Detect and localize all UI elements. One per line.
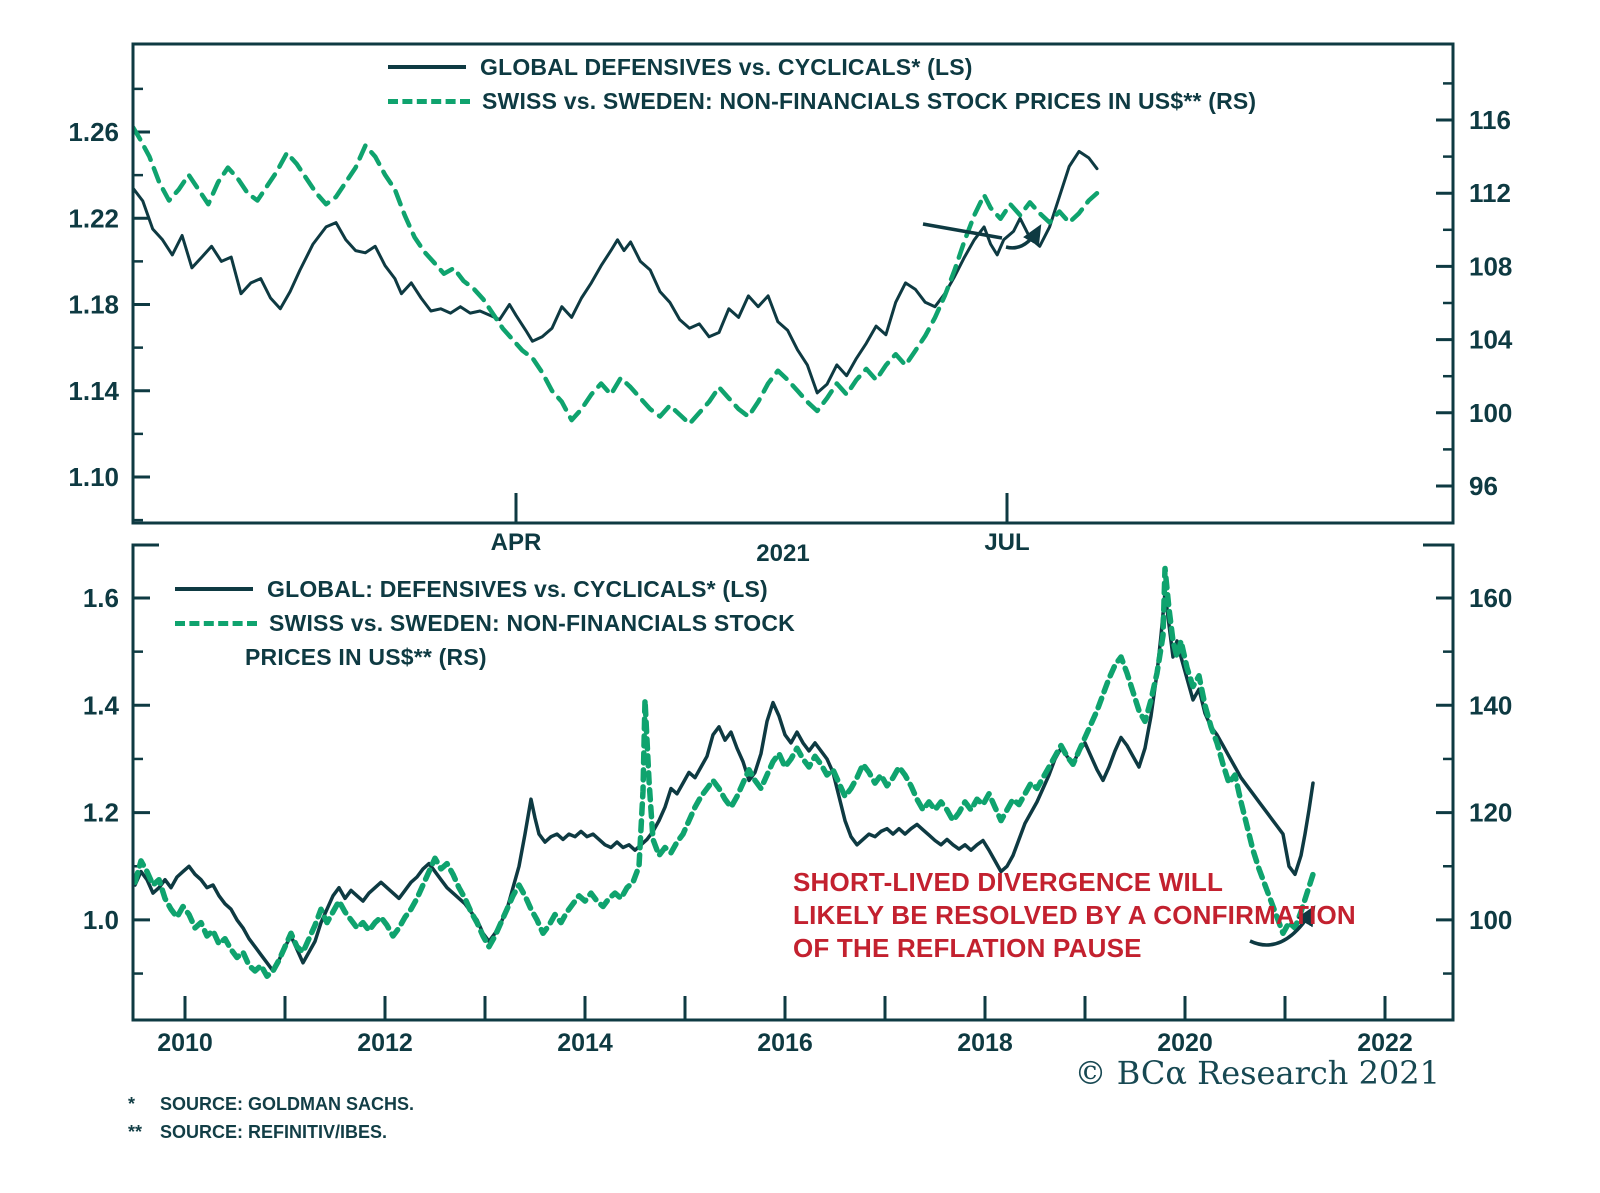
annotation-line: SHORT-LIVED DIVERGENCE WILL — [793, 867, 1224, 897]
dashed-line-swatch — [175, 620, 257, 626]
tick-label: 2022 — [1357, 1029, 1413, 1057]
top-panel-frame — [131, 42, 1455, 525]
tick-label: 1.14 — [68, 376, 119, 406]
tick-label: 160 — [1469, 583, 1512, 613]
tick-label: 96 — [1469, 471, 1498, 501]
solid-line-swatch — [388, 65, 466, 69]
top-panel: 1.26 1.22 1.18 1.14 1.10 116 112 108 104 100 96 APR… — [68, 42, 1513, 567]
tick-label: 1.6 — [83, 583, 119, 613]
tick-label: APR — [491, 529, 542, 556]
annotation-line: OF THE REFLATION PAUSE — [793, 933, 1142, 963]
tick-label: 1.22 — [68, 203, 119, 233]
legend-bottom-panel: GLOBAL: DEFENSIVES vs. CYCLICALS* (LS) S… — [175, 572, 795, 674]
legend-label: SWISS vs. SWEDEN: NON-FINANCIALS STOCK — [269, 609, 795, 636]
legend-item: SWISS vs. SWEDEN: NON-FINANCIALS STOCK — [175, 606, 795, 640]
tick-label: JUL — [984, 529, 1029, 556]
copyright-notice: © BCα Research 2021 — [1074, 1054, 1440, 1092]
footnote-marker: ** — [128, 1122, 143, 1142]
bottom-panel: 1.6 1.4 1.2 1.0 160 140 120 100 2010 2012 2014 2016… — [83, 543, 1512, 1057]
legend-item: GLOBAL: DEFENSIVES vs. CYCLICALS* (LS) — [175, 572, 795, 606]
tick-label: 140 — [1469, 690, 1512, 720]
series-line-defensives-vs-cyclicals — [133, 590, 1315, 973]
legend-label: GLOBAL DEFENSIVES vs. CYCLICALS* (LS) — [480, 53, 973, 80]
tick-label: 120 — [1469, 798, 1512, 828]
tick-label: 104 — [1469, 325, 1513, 355]
tick-label: 1.10 — [68, 462, 119, 492]
trend-arrow-annotations — [922, 222, 1316, 947]
tick-label: 2010 — [157, 1029, 213, 1057]
expected-path-arrow-bottom — [1249, 905, 1316, 947]
divergence-line-annotation — [922, 222, 1003, 240]
footnote-text: SOURCE: GOLDMAN SACHS. — [160, 1094, 415, 1114]
legend-item: GLOBAL DEFENSIVES vs. CYCLICALS* (LS) — [388, 50, 1256, 84]
footnote: ** SOURCE: REFINITIV/IBES. — [128, 1118, 414, 1146]
tick-label: 1.26 — [68, 117, 119, 147]
series-line-swiss-vs-sweden — [133, 565, 1316, 979]
legend-label: PRICES IN US$** (RS) — [245, 643, 487, 670]
expected-path-arrow-top — [1005, 224, 1042, 250]
tick-label: 1.0 — [83, 905, 119, 935]
tick-label: 2021 — [756, 540, 809, 567]
legend-top-panel: GLOBAL DEFENSIVES vs. CYCLICALS* (LS) SW… — [388, 50, 1256, 118]
source-footnotes: * SOURCE: GOLDMAN SACHS. ** SOURCE: REFINI… — [128, 1090, 414, 1146]
tick-label: 2014 — [557, 1029, 613, 1057]
tick-label: 108 — [1469, 251, 1512, 281]
legend-item: SWISS vs. SWEDEN: NON-FINANCIALS STOCK P… — [388, 84, 1256, 118]
tick-label: 100 — [1469, 905, 1512, 935]
tick-label: 2020 — [1157, 1029, 1213, 1057]
legend-label: SWISS vs. SWEDEN: NON-FINANCIALS STOCK P… — [482, 87, 1257, 114]
annotation-line: LIKELY BE RESOLVED BY A CONFIRMATION — [793, 900, 1356, 930]
footnote: * SOURCE: GOLDMAN SACHS. — [128, 1090, 414, 1118]
tick-label: 2016 — [757, 1029, 813, 1057]
tick-label: 112 — [1469, 178, 1511, 208]
tick-label: 100 — [1469, 398, 1512, 428]
tick-label: 1.18 — [68, 290, 119, 320]
tick-label: 2012 — [357, 1029, 413, 1057]
analyst-annotation: SHORT-LIVED DIVERGENCE WILL LIKELY BE RE… — [793, 866, 1433, 965]
series-line-swiss-vs-sweden — [133, 125, 1100, 427]
tick-label: 2018 — [957, 1029, 1013, 1057]
dashed-line-swatch — [388, 98, 470, 104]
legend-label: GLOBAL: DEFENSIVES vs. CYCLICALS* (LS) — [267, 575, 768, 602]
legend-item-continuation: PRICES IN US$** (RS) — [175, 640, 795, 674]
bottom-panel-frame — [131, 543, 1455, 1022]
tick-label: 116 — [1469, 105, 1511, 135]
solid-line-swatch — [175, 587, 253, 591]
footnote-text: SOURCE: REFINITIV/IBES. — [160, 1122, 388, 1142]
tick-label: 1.2 — [83, 798, 119, 828]
footnote-marker: * — [128, 1094, 136, 1114]
tick-label: 1.4 — [83, 690, 120, 720]
